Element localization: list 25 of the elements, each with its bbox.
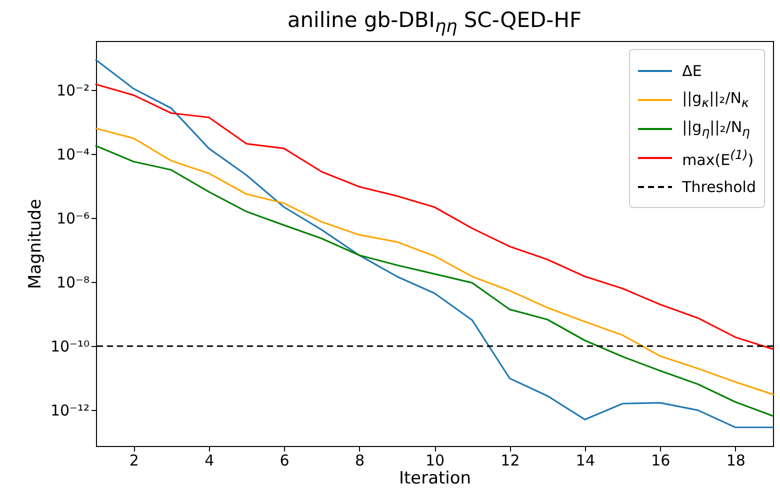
- y-tick-label: 10⁻²: [56, 82, 90, 100]
- x-tick-label: 2: [129, 452, 139, 470]
- x-tick-label: 8: [355, 452, 365, 470]
- x-tick-label: 18: [726, 452, 746, 470]
- legend-label: ||g$_{η}$||₂/N$_{η}$: [682, 118, 750, 139]
- x-tick-label: 14: [576, 452, 595, 470]
- y-tick-label: 10⁻¹²: [50, 402, 90, 420]
- line-series: [95, 84, 774, 350]
- y-tick-label: 10⁻⁶: [56, 210, 90, 228]
- y-tick-label: 10⁻⁸: [56, 274, 90, 292]
- line-series: [95, 59, 774, 428]
- y-tick-label: 10⁻¹⁰: [50, 338, 90, 356]
- y-tick-label: 10⁻⁴: [56, 146, 90, 164]
- legend-label: ||g$_{κ}$||₂/N$_{κ}$: [682, 89, 749, 110]
- legend-label: ΔE: [682, 62, 702, 80]
- x-tick-label: 12: [500, 452, 520, 470]
- x-tick-label: 10: [425, 452, 445, 470]
- x-tick-label: 6: [280, 452, 290, 470]
- x-tick-label: 16: [651, 452, 670, 470]
- y-axis-title: Magnitude: [25, 198, 46, 290]
- legend-label: max(E$^{(1)}$): [682, 146, 754, 168]
- legend-label: Threshold: [682, 178, 756, 196]
- x-tick-label: 4: [204, 452, 214, 470]
- x-axis-title: Iteration: [398, 468, 472, 488]
- chart-title: aniline gb-DBI$_{ηη}$ SC-QED-HF: [286, 8, 583, 38]
